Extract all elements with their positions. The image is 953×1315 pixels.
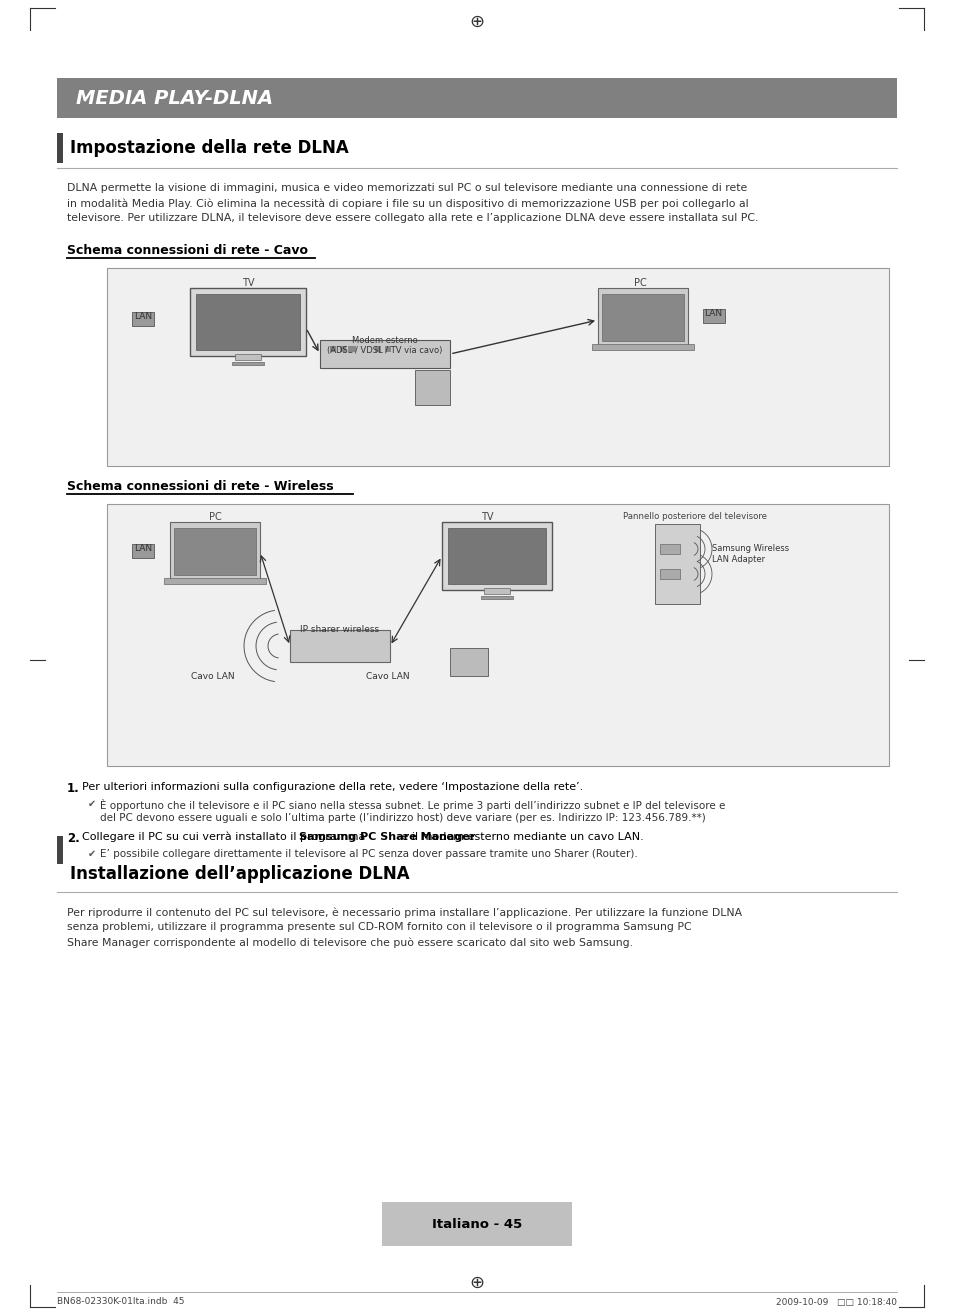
Text: ⁠È opportuno che il televisore e il PC siano nella stessa subnet. Le prime 3 par: ⁠È opportuno che il televisore e il PC s… [100, 800, 724, 811]
Text: ✔: ✔ [88, 800, 96, 809]
Text: televisore. Per utilizzare DLNA, il televisore deve essere collegato alla rete e: televisore. Per utilizzare DLNA, il tele… [67, 213, 758, 224]
Text: Impostazione della rete DLNA: Impostazione della rete DLNA [70, 139, 349, 156]
Text: Per riprodurre il contenuto del PC sul televisore, è necessario prima installare: Per riprodurre il contenuto del PC sul t… [67, 907, 741, 918]
Bar [170, 522, 260, 580]
Bar [330, 346, 335, 352]
Text: BN68-02330K-01Ita.indb  45: BN68-02330K-01Ita.indb 45 [57, 1298, 184, 1307]
Text: TV: TV [480, 512, 493, 522]
Bar [132, 312, 153, 326]
Text: Installazione dell’applicazione DLNA: Installazione dell’applicazione DLNA [70, 865, 409, 882]
Bar [164, 579, 266, 584]
Bar [655, 523, 700, 604]
Bar [195, 295, 299, 350]
Bar [173, 529, 255, 575]
Bar [375, 346, 380, 352]
Bar [601, 295, 683, 341]
Text: 1.: 1. [67, 782, 80, 796]
Bar [319, 341, 450, 368]
Text: Samsung PC Share Manager: Samsung PC Share Manager [299, 832, 475, 842]
Bar [350, 346, 355, 352]
Text: Schema connessioni di rete - Cavo: Schema connessioni di rete - Cavo [67, 245, 308, 256]
Bar [107, 504, 888, 767]
Text: Italiano - 45: Italiano - 45 [432, 1218, 521, 1231]
Bar [441, 522, 552, 590]
Text: LAN: LAN [133, 312, 152, 321]
Text: Collegare il PC su cui verrà installato il programma: Collegare il PC su cui verrà installato … [82, 832, 369, 843]
Bar [659, 569, 679, 579]
Bar [190, 288, 306, 356]
Text: Modem esterno
(ADSL / VDSL / TV via cavo): Modem esterno (ADSL / VDSL / TV via cavo… [327, 337, 442, 355]
Text: Share Manager corrispondente al modello di televisore che può essere scaricato d: Share Manager corrispondente al modello … [67, 938, 633, 948]
Text: PC: PC [633, 277, 646, 288]
Text: Per ulteriori informazioni sulla configurazione della rete, vedere ‘Impostazione: Per ulteriori informazioni sulla configu… [82, 782, 582, 792]
Text: E’ possibile collegare direttamente il televisore al PC senza dover passare tram: E’ possibile collegare direttamente il t… [100, 849, 638, 859]
Bar [415, 370, 450, 405]
Bar [57, 133, 63, 163]
Text: TV: TV [241, 277, 254, 288]
Bar [57, 836, 63, 864]
Bar [659, 544, 679, 554]
Bar [450, 648, 488, 676]
Bar [290, 630, 390, 661]
Text: MEDIA PLAY-DLNA: MEDIA PLAY-DLNA [76, 88, 273, 108]
Bar [598, 288, 687, 346]
Text: del PC devono essere uguali e solo l’ultima parte (l’indirizzo host) deve variar: del PC devono essere uguali e solo l’ult… [100, 813, 705, 823]
Text: DLNA permette la visione di immagini, musica e video memorizzati sul PC o sul te: DLNA permette la visione di immagini, mu… [67, 183, 746, 193]
Bar [232, 362, 264, 366]
Text: Cavo LAN: Cavo LAN [366, 672, 410, 681]
Bar [57, 78, 896, 118]
Bar [483, 588, 510, 594]
Text: Pannello posteriore del televisore: Pannello posteriore del televisore [622, 512, 766, 521]
Bar [234, 354, 261, 360]
Bar [107, 268, 888, 466]
Bar [702, 309, 724, 323]
Text: Schema connessioni di rete - Wireless: Schema connessioni di rete - Wireless [67, 480, 334, 493]
Bar [480, 596, 513, 600]
Bar [339, 346, 346, 352]
Bar [448, 529, 545, 584]
Bar [385, 346, 391, 352]
Text: in modalità Media Play. Ciò elimina la necessità di copiare i file su un disposi: in modalità Media Play. Ciò elimina la n… [67, 199, 748, 209]
Text: Cavo LAN: Cavo LAN [191, 672, 234, 681]
Text: Samsung Wireless
LAN Adapter: Samsung Wireless LAN Adapter [711, 544, 788, 564]
Text: 2009-10-09   □□ 10:18:40: 2009-10-09 □□ 10:18:40 [775, 1298, 896, 1307]
Text: IP sharer wireless: IP sharer wireless [300, 625, 379, 634]
Bar [132, 544, 153, 558]
Text: LAN: LAN [133, 543, 152, 552]
Text: senza problemi, utilizzare il programma presente sul CD-ROM fornito con il telev: senza problemi, utilizzare il programma … [67, 922, 691, 932]
Text: ⊕: ⊕ [469, 1274, 484, 1293]
Bar [592, 345, 693, 350]
Text: ✔: ✔ [88, 849, 96, 859]
Text: ⊕: ⊕ [469, 13, 484, 32]
Text: e il modem esterno mediante un cavo LAN.: e il modem esterno mediante un cavo LAN. [397, 832, 642, 842]
Text: LAN: LAN [703, 309, 721, 317]
Text: 2.: 2. [67, 832, 80, 846]
Text: PC: PC [209, 512, 221, 522]
Bar [381, 1202, 572, 1247]
